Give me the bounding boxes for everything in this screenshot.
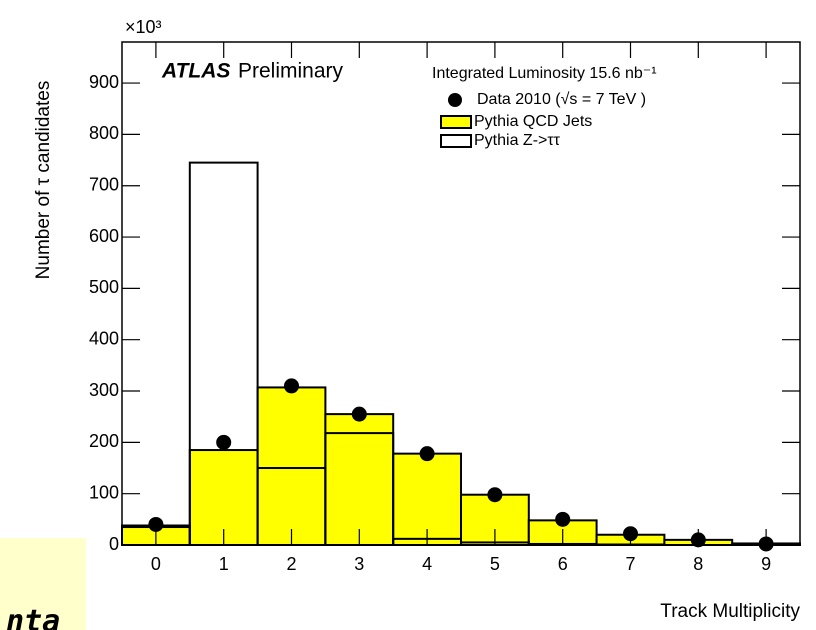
- legend-label: Pythia QCD Jets: [474, 113, 592, 130]
- y-tick-label: 800: [89, 123, 119, 143]
- x-tick-label: 4: [422, 554, 432, 574]
- y-tick-label: 300: [89, 380, 119, 400]
- legend-marker: [448, 93, 462, 107]
- y-tick-label: 700: [89, 174, 119, 194]
- data-point: [216, 434, 232, 450]
- x-tick-label: 3: [354, 554, 364, 574]
- y-tick-label: 0: [109, 534, 119, 554]
- legend-marker: [440, 134, 472, 148]
- x-tick-label: 8: [693, 554, 703, 574]
- slide-text: nta: [6, 604, 61, 630]
- x-tick-label: 1: [219, 554, 229, 574]
- y-multiplier: ×10³: [125, 17, 162, 37]
- x-tick-label: 5: [490, 554, 500, 574]
- x-tick-label: 7: [625, 554, 635, 574]
- data-point: [487, 487, 503, 503]
- x-tick-label: 9: [761, 554, 771, 574]
- data-point: [284, 378, 299, 394]
- y-tick-label: 500: [89, 277, 119, 297]
- x-tick-label: 2: [286, 554, 296, 574]
- legend-marker: [440, 115, 472, 129]
- y-tick-label: 200: [89, 431, 119, 451]
- y-axis-label: Number of τ candidates: [33, 81, 54, 280]
- legend-label: Pythia Z->ττ: [474, 132, 561, 149]
- atlas-label: ATLAS: [161, 60, 230, 83]
- histogram-bar: [256, 386, 327, 546]
- legend-label: Data 2010 (√s = 7 TeV ): [477, 91, 646, 108]
- y-tick-label: 100: [89, 482, 119, 502]
- x-axis-label: Track Multiplicity: [660, 601, 800, 622]
- y-tick-label: 400: [89, 328, 119, 348]
- data-point: [555, 511, 571, 527]
- slide-box: nta: [0, 538, 86, 630]
- plot-frame: [121, 41, 801, 546]
- x-tick-label: 0: [151, 554, 161, 574]
- data-point: [419, 446, 435, 462]
- legend-title: Integrated Luminosity 15.6 nb⁻¹: [432, 65, 657, 82]
- y-tick-label: 900: [89, 72, 119, 92]
- data-point: [351, 406, 367, 422]
- x-tick-label: 6: [558, 554, 568, 574]
- atlas-status: Preliminary: [238, 60, 344, 83]
- data-point: [148, 516, 164, 532]
- y-tick-label: 600: [89, 226, 119, 246]
